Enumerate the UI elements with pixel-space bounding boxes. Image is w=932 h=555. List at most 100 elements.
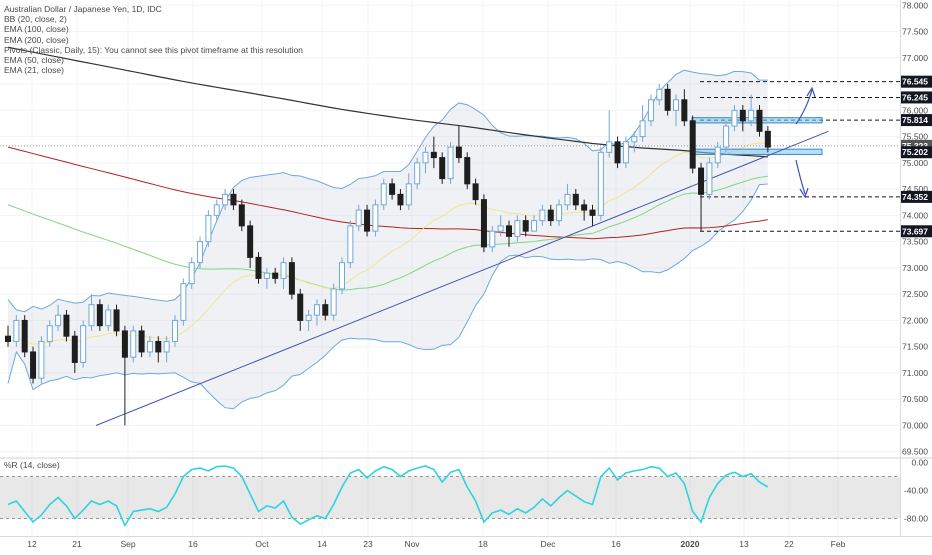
candle-body: [305, 314, 312, 321]
time-tick-label: 21: [72, 539, 82, 549]
price-label-bg: [901, 114, 932, 127]
candle-body: [322, 304, 329, 316]
price-tick-label: 77.500: [902, 27, 928, 37]
legend-ema50[interactable]: EMA (50, close): [4, 55, 64, 66]
price-tick-label: 73.500: [902, 237, 928, 247]
candle-body: [364, 209, 371, 232]
candle-body: [339, 262, 345, 290]
candle-body: [639, 120, 646, 138]
time-tick-label: 2020: [681, 539, 700, 549]
time-tick-label: 16: [611, 539, 621, 549]
candle-body: [188, 262, 195, 285]
candle-body: [38, 340, 45, 379]
legend-ema100[interactable]: EMA (100, close): [4, 24, 69, 35]
candle-body: [614, 141, 621, 164]
candle-body: [447, 146, 454, 180]
candle-body: [589, 209, 596, 216]
time-tick-label: 13: [739, 539, 749, 549]
legend-bb[interactable]: BB (20, close, 2): [4, 14, 67, 25]
price-label: 75.814: [902, 115, 928, 125]
bollinger-lower: [7, 183, 768, 410]
trendline-line: [95, 130, 829, 426]
candle-body: [238, 204, 245, 227]
candle-body: [197, 241, 204, 264]
ema-50-line: [7, 175, 768, 291]
candle-body: [414, 162, 421, 185]
candle-body: [723, 125, 730, 148]
candle-body: [80, 325, 87, 363]
candle-body: [622, 141, 629, 164]
time-tick-label: 14: [317, 539, 327, 549]
candle-body: [222, 193, 229, 206]
candle-body: [21, 319, 28, 353]
candle-body: [255, 256, 262, 279]
legend-pivots[interactable]: Pivots (Classic, Daily, 15): You cannot …: [4, 44, 303, 55]
candle-body: [230, 193, 237, 206]
legend-ema21[interactable]: EMA (21, close): [4, 65, 64, 76]
price-label-bg: [901, 225, 932, 238]
williams-r-pane: [0, 465, 900, 528]
candle-body: [272, 272, 279, 279]
candle-body: [472, 183, 479, 201]
candle-body: [731, 109, 738, 127]
chart-title: Australian Dollar / Japanese Yen, 1D, ID…: [4, 4, 162, 14]
legend-ema200[interactable]: EMA (200, close): [4, 34, 69, 45]
candle-body: [764, 130, 771, 148]
candle-body: [5, 335, 11, 342]
price-tick-label: 75.000: [902, 158, 928, 168]
candle-body: [606, 141, 613, 153]
time-axis[interactable]: 12 21 Sep 16 Oct 14 23 Nov 18 Dec 16 2020 13 22 Feb: [27, 539, 845, 549]
ema-100-line: [7, 146, 768, 240]
candle-body: [71, 335, 78, 363]
candle-body: [430, 151, 437, 159]
candle-body: [263, 272, 270, 279]
zone: [691, 148, 823, 155]
trendline[interactable]: [95, 130, 829, 426]
price-label: 76.245: [902, 92, 928, 102]
oscillator-tick-label: 0.00: [911, 458, 928, 468]
candle-body: [297, 293, 304, 321]
candles: [5, 84, 771, 426]
time-tick-label: Sep: [120, 539, 135, 549]
candle-body: [572, 193, 579, 206]
oscillator-tick-label: -40.00: [904, 486, 928, 496]
candle-body: [380, 183, 387, 206]
time-tick-label: Feb: [831, 539, 846, 549]
candle-body: [455, 146, 462, 159]
candle-body: [664, 88, 671, 111]
projection-arrows[interactable]: [795, 86, 816, 199]
candle-body: [698, 167, 705, 195]
candle-body: [113, 309, 120, 332]
candle-body: [522, 220, 529, 232]
williams-r-line: [7, 465, 769, 528]
price-tick-label: 70.000: [902, 420, 928, 430]
candle-body: [313, 304, 320, 316]
candle-body: [146, 340, 153, 353]
candle-body: [689, 120, 696, 169]
price-tick-label: 72.000: [902, 315, 928, 325]
price-label-bg: [901, 190, 932, 203]
candle-body: [121, 330, 128, 358]
candle-body: [480, 199, 487, 248]
candle-body: [439, 157, 446, 180]
time-tick-label: Dec: [540, 539, 556, 549]
time-tick-label: 16: [188, 539, 198, 549]
price-label-bg: [901, 75, 932, 88]
candle-body: [88, 304, 95, 327]
price-tick-label: 72.500: [902, 289, 928, 299]
indicator-legend: Australian Dollar / Japanese Yen, 1D, ID…: [4, 4, 303, 75]
candle-body: [756, 109, 763, 132]
candle-body: [205, 214, 212, 243]
price-tick-label: 73.000: [902, 263, 928, 273]
candle-body: [280, 262, 287, 279]
candle-body: [497, 225, 504, 232]
arrow-up: [795, 89, 813, 125]
candle-body: [372, 204, 379, 232]
candle-body: [464, 157, 471, 185]
time-tick-label: 18: [478, 539, 488, 549]
arrow-down: [795, 159, 806, 195]
candle-body: [46, 325, 53, 342]
candle-body: [55, 314, 62, 327]
